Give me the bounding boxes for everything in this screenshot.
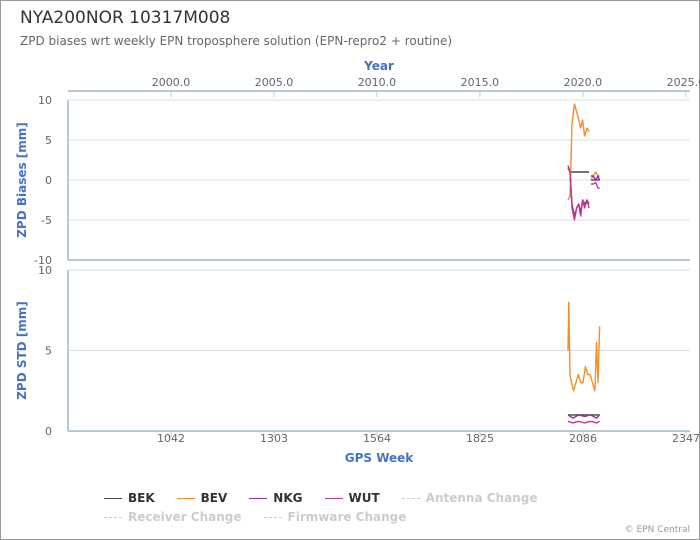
top-axis-title: Year (363, 59, 394, 73)
legend-label: Firmware Change (287, 510, 407, 524)
x-tick-label: 1825 (466, 432, 494, 445)
legend-swatch (104, 517, 122, 518)
top-axis-tick-label: 2020.0 (564, 76, 603, 89)
top-axis-tick-label: 2025.0 (667, 76, 700, 89)
legend-swatch (249, 498, 268, 499)
top-axis-tick-label: 2000.0 (152, 76, 191, 89)
legend-label: Antenna Change (425, 491, 538, 505)
series-line-wut (567, 167, 590, 221)
series-bev-biases (567, 103, 600, 201)
x-tick-label: 1303 (260, 432, 288, 445)
legend-swatch (324, 498, 343, 499)
legend-label: Receiver Change (128, 510, 242, 524)
series-line-nkg (590, 175, 601, 181)
legend-item-firmware-change[interactable]: Firmware Change (263, 510, 407, 525)
legend-swatch (176, 498, 195, 499)
legend: BEK BEV NKG WUT Antenna Change Receiver Chang… (104, 488, 694, 526)
legend-label: WUT (348, 491, 380, 505)
x-axis-title: GPS Week (345, 451, 415, 465)
legend-item-nkg[interactable]: NKG (249, 491, 303, 506)
credits[interactable]: © EPN Central (624, 525, 690, 535)
series-bev-std (567, 301, 601, 392)
chart-title: NYA200NOR 10317M008 (20, 8, 231, 28)
series-line-wut (590, 181, 600, 189)
y-tick-label-biases: 10 (38, 94, 52, 107)
x-tick-label: 2086 (569, 432, 597, 445)
y-tick-label-biases: 5 (45, 134, 52, 147)
series-wut-std (567, 420, 600, 424)
x-tick-label: 2347 (672, 432, 700, 445)
series-line-nkg (567, 414, 601, 419)
series-line-wut (567, 420, 600, 424)
legend-swatch (104, 498, 122, 499)
legend-label: BEK (128, 491, 155, 505)
legend-item-receiver-change[interactable]: Receiver Change (104, 510, 242, 525)
y-tick-label-std: 0 (45, 425, 52, 438)
y-tick-label-biases: 0 (45, 174, 52, 187)
legend-swatch (263, 517, 282, 518)
chart-subtitle: ZPD biases wrt weekly EPN troposphere so… (20, 34, 453, 48)
series-line-bev (567, 301, 601, 392)
top-axis-tick-label: 2015.0 (461, 76, 500, 89)
legend-item-antenna-change[interactable]: Antenna Change (401, 491, 538, 506)
top-axis-tick-label: 2005.0 (255, 76, 294, 89)
y-axis-title-biases: ZPD Biases [mm] (15, 122, 29, 238)
y-tick-label-biases: -5 (41, 214, 52, 227)
x-tick-label: 1042 (157, 432, 185, 445)
legend-swatch (401, 498, 420, 499)
series-nkg-std (567, 414, 601, 419)
top-axis-tick-label: 2010.0 (358, 76, 397, 89)
series-wut-biases (567, 167, 600, 221)
legend-item-wut[interactable]: WUT (324, 491, 380, 506)
y-tick-label-biases: -10 (34, 254, 52, 267)
y-tick-label-std: 10 (38, 264, 52, 277)
legend-label: NKG (273, 491, 303, 505)
x-tick-label: 1564 (363, 432, 391, 445)
series-line-bev (567, 103, 590, 201)
y-tick-label-std: 5 (45, 345, 52, 358)
legend-item-bek[interactable]: BEK (104, 491, 155, 506)
y-axis-title-std: ZPD STD [mm] (15, 301, 29, 400)
legend-label: BEV (200, 491, 228, 505)
legend-item-bev[interactable]: BEV (176, 491, 228, 506)
